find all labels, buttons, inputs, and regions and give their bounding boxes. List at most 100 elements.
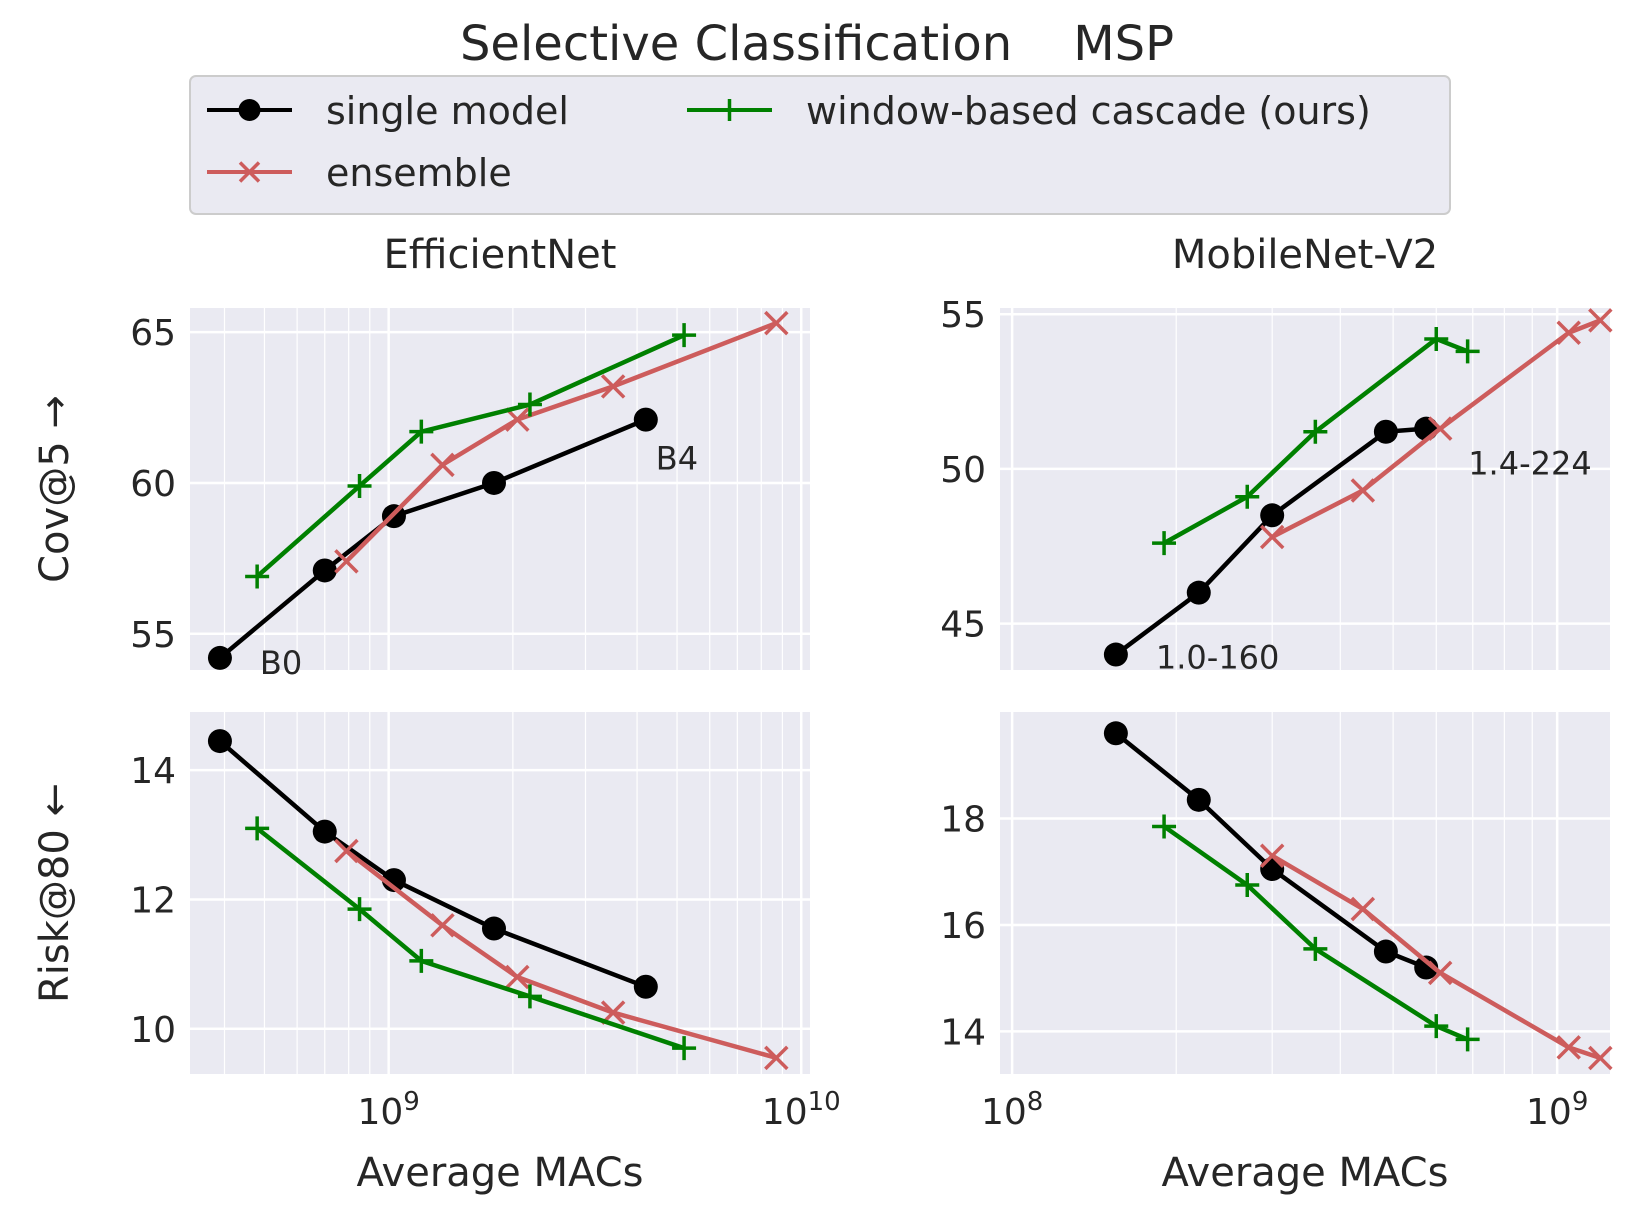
series-cascade <box>245 323 697 589</box>
y-tick-label: 14 <box>130 751 176 792</box>
data-point-circle <box>381 868 406 893</box>
series-cascade <box>1152 814 1480 1052</box>
data-point-x <box>764 310 789 336</box>
data-point-x <box>1259 843 1285 868</box>
data-point-plus <box>1424 1014 1449 1039</box>
x-tick-label: 109 <box>357 1087 419 1133</box>
data-point-x <box>600 374 626 399</box>
data-point-plus <box>347 473 372 498</box>
data-point-circle <box>1186 787 1211 812</box>
y-axis-label: Cov@5 → <box>32 395 78 583</box>
data-point-plus <box>1303 419 1328 444</box>
data-point-x <box>334 838 359 864</box>
data-point-x <box>505 407 530 432</box>
y-tick-label: 10 <box>130 1010 176 1051</box>
series-single-model <box>1103 721 1439 980</box>
data-point-x <box>1259 524 1285 550</box>
data-point-plus <box>1455 1027 1480 1052</box>
legend-entry-cascade: window-based cascade (ours) <box>687 89 1371 133</box>
y-tick-label: 18 <box>940 799 986 840</box>
data-point-plus <box>1152 814 1177 839</box>
data-point-plus <box>409 419 434 444</box>
data-point-x <box>764 1045 789 1071</box>
minor-gridlines <box>1175 712 1533 1074</box>
legend-entry-single-model: single model <box>207 89 569 133</box>
series-single-model <box>1103 416 1439 667</box>
data-point-circle <box>312 558 337 583</box>
plot-area <box>190 712 810 1074</box>
figure-title: Selective Classification MSP <box>460 16 1174 72</box>
panel-title: EfficientNet <box>384 232 617 278</box>
y-tick-label: 60 <box>130 464 176 505</box>
legend-label-ensemble: ensemble <box>326 151 512 195</box>
major-gridlines <box>1000 712 1610 1074</box>
data-point-circle <box>1373 419 1398 444</box>
x-tick-label: 108 <box>981 1087 1043 1133</box>
data-point-plus <box>517 392 542 417</box>
legend-marker-plus <box>718 99 741 121</box>
data-point-x <box>505 964 530 990</box>
point-annotation: B4 <box>656 440 698 478</box>
panel-title: MobileNet-V2 <box>1172 232 1438 278</box>
data-point-circle <box>633 407 658 432</box>
data-point-x <box>430 913 455 938</box>
point-annotation: 1.0-160 <box>1156 639 1280 677</box>
data-point-circle <box>481 470 506 495</box>
major-gridlines <box>1000 308 1610 670</box>
data-point-plus <box>1235 873 1260 898</box>
data-point-plus <box>409 948 434 973</box>
data-point-circle <box>312 819 337 844</box>
minor-gridlines <box>223 308 783 670</box>
data-point-x <box>1427 960 1453 986</box>
y-tick-label: 12 <box>130 880 176 921</box>
data-point-circle <box>1103 721 1128 746</box>
series-ensemble <box>334 310 789 574</box>
data-point-circle <box>1186 580 1211 605</box>
x-axis-label: Average MACs <box>357 1150 644 1196</box>
chart-panel-1: 55 60 65 EfficientNet Cov@5 → B0 B4 <box>32 232 810 682</box>
x-axis-label: Average MACs <box>1162 1150 1449 1196</box>
series-ensemble <box>1259 308 1613 550</box>
y-tick-label: 55 <box>130 615 176 656</box>
data-point-x <box>1556 320 1581 345</box>
chart-panel-2: 45 50 55 MobileNet-V2 1.0-160 1.4-224 <box>940 232 1613 677</box>
data-point-circle <box>481 916 506 941</box>
data-point-x <box>1556 1035 1581 1060</box>
data-point-circle <box>207 645 232 670</box>
data-point-circle <box>1260 503 1285 528</box>
y-tick-label: 14 <box>940 1012 986 1053</box>
data-point-x <box>1588 1045 1613 1071</box>
data-point-circle <box>1414 955 1439 980</box>
data-point-plus <box>1424 326 1449 351</box>
data-point-plus <box>347 897 372 922</box>
data-point-x <box>1350 896 1376 922</box>
series-cascade <box>1152 326 1480 556</box>
legend-label-cascade: window-based cascade (ours) <box>806 89 1371 133</box>
legend-entry-ensemble: ensemble <box>207 151 512 195</box>
point-annotation: B0 <box>260 644 302 682</box>
data-point-circle <box>207 729 232 754</box>
y-tick-label: 55 <box>940 295 986 336</box>
point-annotation: 1.4-224 <box>1468 445 1592 483</box>
x-tick-label: 1010 <box>762 1087 841 1133</box>
data-point-plus <box>245 816 270 841</box>
panels: 55 60 65 EfficientNet Cov@5 → B0 B4 45 50 55 Mobil… <box>32 232 1613 1196</box>
data-point-x <box>1350 478 1376 503</box>
data-point-plus <box>1455 339 1480 364</box>
legend: single model window-based cascade (ours)… <box>189 75 1451 215</box>
series-cascade <box>245 816 697 1061</box>
data-point-plus <box>517 984 542 1009</box>
y-tick-label: 50 <box>940 450 986 491</box>
data-point-plus <box>1235 484 1260 509</box>
y-axis-label: Risk@80 ← <box>32 783 78 1003</box>
data-point-plus <box>672 1036 697 1061</box>
data-point-circle <box>1373 939 1398 964</box>
y-tick-label: 16 <box>940 906 986 947</box>
data-point-x <box>1588 308 1613 333</box>
major-gridlines <box>190 712 810 1074</box>
data-point-x <box>334 549 359 574</box>
legend-label-single-model: single model <box>326 89 569 133</box>
series-ensemble <box>1259 843 1613 1071</box>
data-point-circle <box>633 974 658 999</box>
